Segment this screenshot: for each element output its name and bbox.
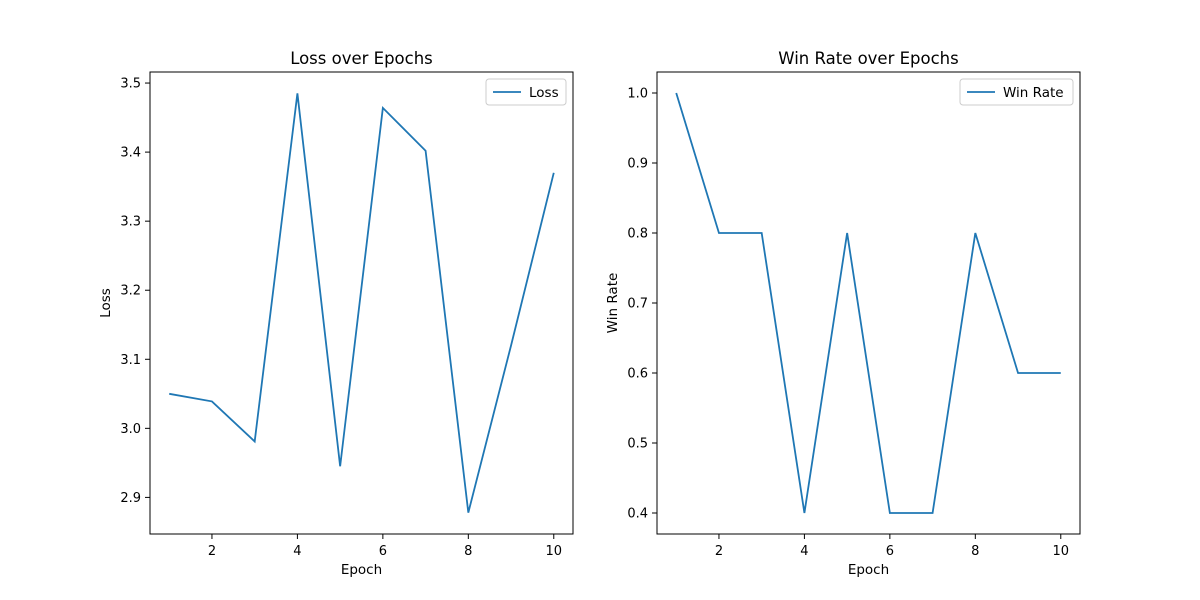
y-tick-label: 3.1 — [120, 353, 141, 368]
x-axis-label: Epoch — [848, 562, 889, 578]
y-axis-label: Loss — [98, 288, 114, 318]
x-tick-label: 10 — [1052, 544, 1069, 559]
y-tick-label: 0.5 — [627, 437, 648, 452]
y-tick-label: 2.9 — [120, 491, 141, 506]
series-line-win-rate — [675, 92, 1061, 514]
legend-box — [485, 78, 567, 106]
x-tick-label: 8 — [971, 544, 979, 559]
x-tick-label: 2 — [208, 544, 216, 559]
x-tick-label: 10 — [545, 544, 562, 559]
y-tick-label: 3.5 — [120, 77, 141, 92]
y-tick-label: 0.6 — [627, 367, 648, 382]
chart-panel-1: 2 4 6 8 10 2.9 3.0 3.1 3.2 3.3 3.4 3.5 Loss over Epo… — [98, 49, 574, 578]
legend: Win Rate — [959, 78, 1074, 106]
chart-title: Win Rate over Epochs — [778, 49, 958, 68]
legend-box — [959, 78, 1074, 106]
y-tick-label: 0.9 — [627, 157, 648, 172]
x-tick-label: 6 — [886, 544, 894, 559]
chart-title: Loss over Epochs — [290, 49, 433, 68]
y-axis-label: Win Rate — [605, 273, 621, 334]
x-axis-label: Epoch — [341, 562, 382, 578]
y-tick-label: 0.8 — [627, 227, 648, 242]
series-line-loss — [169, 93, 555, 513]
y-tick-label: 0.7 — [627, 297, 648, 312]
y-tick-label: 1.0 — [627, 87, 648, 102]
x-tick-label: 6 — [379, 544, 387, 559]
legend-label: Win Rate — [1003, 85, 1064, 101]
x-tick-label: 4 — [293, 544, 301, 559]
x-tick-label: 8 — [464, 544, 472, 559]
x-tick-label: 4 — [800, 544, 808, 559]
y-tick-label: 3.2 — [120, 284, 141, 299]
legend: Loss — [485, 78, 567, 106]
y-tick-label: 0.4 — [627, 507, 648, 522]
legend-label: Loss — [529, 85, 559, 101]
x-tick-label: 2 — [715, 544, 723, 559]
y-tick-label: 3.0 — [120, 422, 141, 437]
plot-frame — [149, 71, 574, 535]
y-tick-label: 3.3 — [120, 215, 141, 230]
plot-frame — [656, 71, 1081, 535]
y-tick-label: 3.4 — [120, 146, 141, 161]
chart-panel-2: 2 4 6 8 10 0.4 0.5 0.6 0.7 0.8 0.9 1.0 Win Rate over… — [605, 49, 1081, 578]
